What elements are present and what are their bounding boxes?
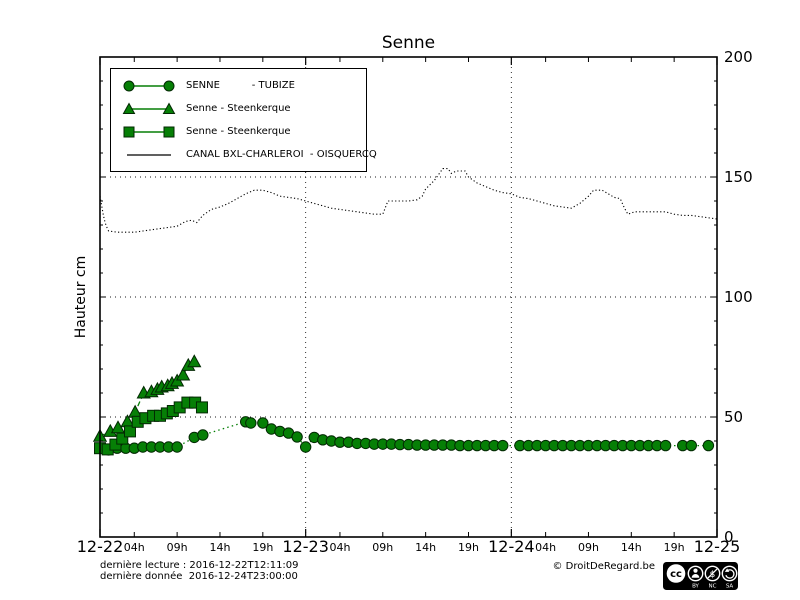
chart-title: Senne [381, 33, 436, 53]
series-squares [94, 396, 208, 456]
y-tick-label: 200 [724, 48, 753, 66]
license-label-by: BY [692, 584, 699, 590]
x-tick-label-hour: 04h [124, 541, 145, 554]
x-tick-label-hour: 04h [535, 541, 556, 554]
x-tick-label-day: 12-25 [694, 537, 741, 556]
x-tick-label-hour: 19h [252, 541, 273, 554]
cc-by-nc-sa-license-badge[interactable]: cc $ BY NC SA [663, 562, 738, 590]
square-marker-icon [123, 126, 175, 137]
x-tick-label-hour: 09h [167, 541, 188, 554]
x-tick-label-hour: 04h [329, 541, 350, 554]
legend-item-steenkerque-1: Senne - Steenkerque [121, 98, 366, 120]
x-tick-label-hour: 14h [415, 541, 436, 554]
legend-item-canal: CANAL BXL-CHARLEROI - OISQUERCQ [121, 144, 377, 166]
svg-text:cc: cc [670, 569, 682, 580]
y-tick-label: 0 [724, 528, 734, 546]
last-reading-text: dernière lecture : 2016-12-22T12:11:09 [100, 560, 299, 571]
x-tick-label-hour: 09h [372, 541, 393, 554]
x-tick-label-day: 12-23 [282, 537, 329, 556]
axis-ticks [99, 57, 718, 537]
x-tick-label-hour: 09h [578, 541, 599, 554]
series-circles [94, 416, 715, 456]
circle-marker-icon [123, 80, 175, 91]
cc-logo-icon: cc [666, 564, 686, 583]
license-label-sa: SA [726, 584, 734, 590]
x-tick-label-day: 12-22 [77, 537, 124, 556]
non-commercial-icon: $ [704, 565, 721, 582]
tick-labels: 0 50 100 150 200 04h 09h 14h 19h 04h 09h 14h 19h 04h 0… [77, 48, 753, 556]
legend-label: CANAL BXL-CHARLEROI - OISQUERCQ [186, 149, 377, 160]
x-tick-label-day: 12-24 [488, 537, 535, 556]
attribution-person-icon [687, 565, 704, 582]
license-label-nc: NC [709, 584, 717, 590]
legend-label: Senne - Steenkerque [186, 103, 291, 114]
triangle-marker-icon [122, 101, 176, 114]
x-tick-label-hour: 14h [621, 541, 642, 554]
share-alike-icon [721, 565, 738, 582]
x-tick-label-hour: 19h [458, 541, 479, 554]
last-data-text: dernière donnée 2016-12-24T23:00:00 [100, 571, 298, 582]
svg-text:$: $ [710, 570, 716, 580]
legend-item-tubize: SENNE - TUBIZE [121, 75, 366, 97]
copyright-text: © DroitDeRegard.be [552, 561, 655, 572]
legend-box: SENNE - TUBIZE Senne - Steenkerque Senne… [110, 68, 377, 172]
legend-label: SENNE - TUBIZE [186, 80, 295, 91]
y-tick-label: 50 [724, 408, 743, 426]
x-tick-label-hour: 14h [209, 541, 230, 554]
y-tick-label: 150 [724, 168, 753, 186]
line-marker-icon [127, 153, 171, 156]
legend-label: Senne - Steenkerque [186, 126, 291, 137]
legend-item-steenkerque-2: Senne - Steenkerque [121, 121, 366, 143]
series-canal-line [99, 168, 718, 233]
x-tick-label-hour: 19h [664, 541, 685, 554]
y-tick-label: 100 [724, 288, 753, 306]
